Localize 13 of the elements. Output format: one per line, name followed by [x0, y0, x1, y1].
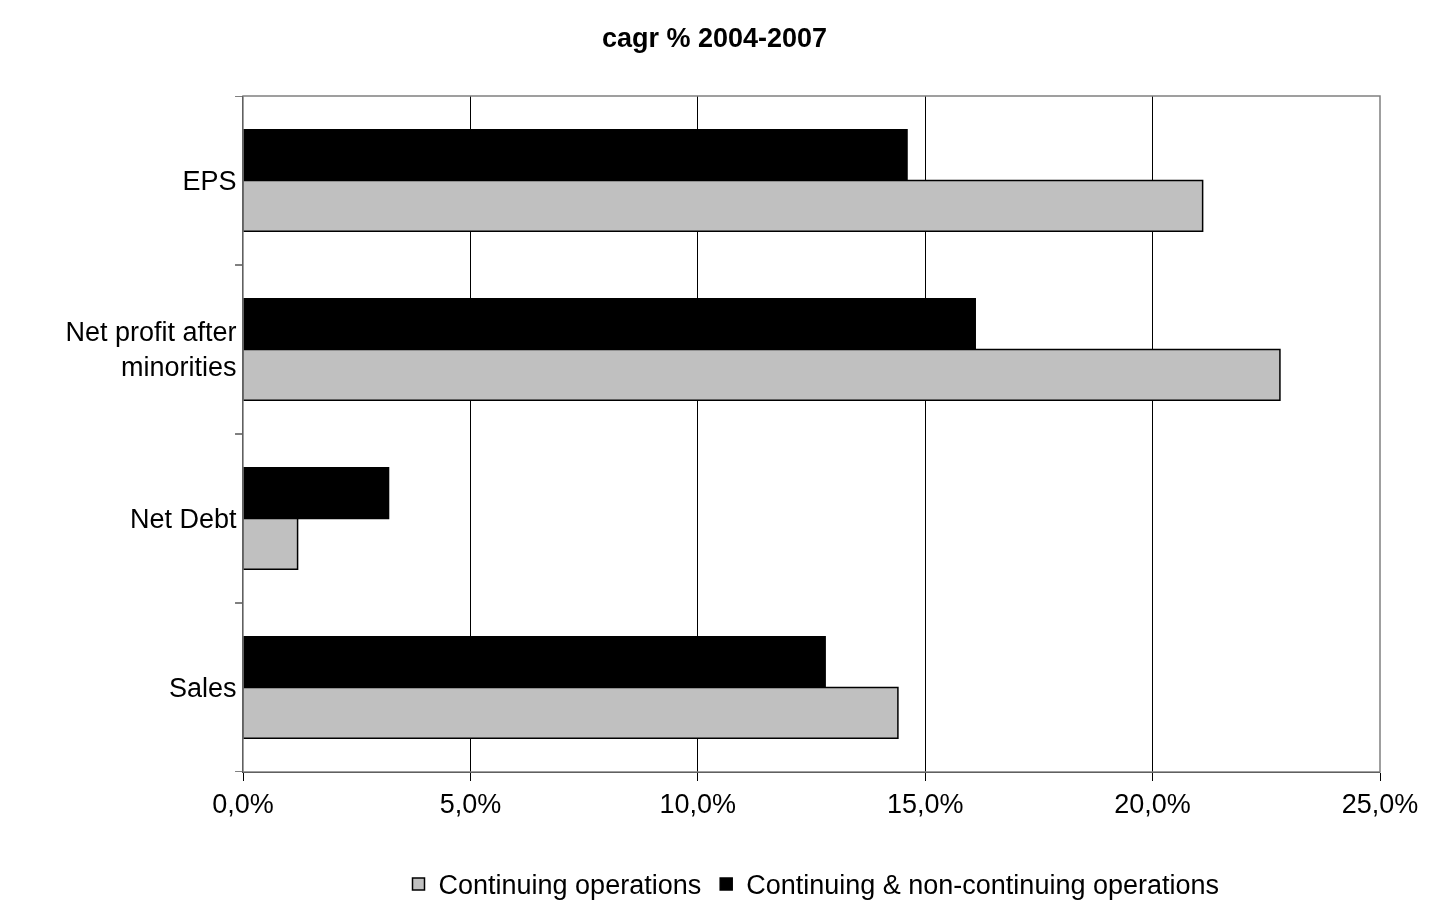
y-tick-label: Sales — [169, 672, 237, 703]
x-tick-label: 20,0% — [1114, 789, 1191, 820]
y-tick-label: Net Debt — [130, 503, 238, 534]
legend-label: Continuing operations — [438, 870, 702, 901]
legend-label: Continuing & non-continuing operations — [746, 870, 1220, 901]
x-tick-label: 15,0% — [886, 789, 964, 820]
x-tick-label: 10,0% — [659, 789, 737, 820]
x-tick-label: 25,0% — [1341, 789, 1419, 820]
y-tick-label: EPS — [182, 165, 237, 196]
x-tick-label: 0,0% — [212, 789, 274, 820]
x-tick-label: 5,0% — [439, 789, 502, 820]
y-tick-label: Net profit after minorities — [65, 317, 237, 383]
chart-title: cagr % 2004-2007 — [601, 22, 828, 53]
